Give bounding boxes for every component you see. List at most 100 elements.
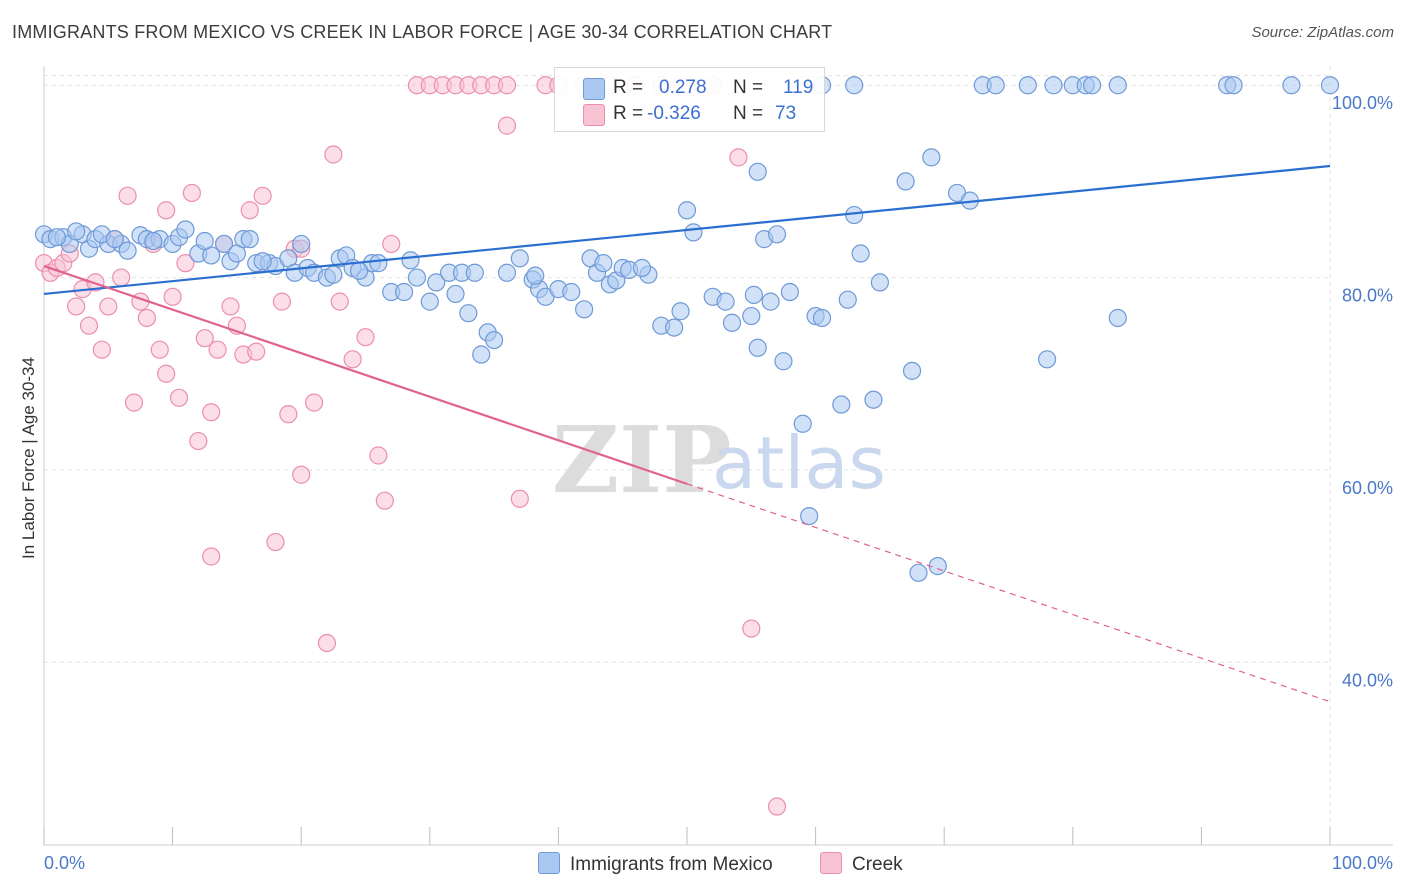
mexico-point [324,265,343,284]
creek-point [157,201,176,220]
mexico-point [909,563,928,582]
mexico-point [510,249,529,268]
x-tick-label: 0.0% [44,853,85,873]
mexico-point [1044,76,1063,95]
mexico-point [1224,76,1243,95]
x-tick-labels: 0.0% 100.0% [44,853,1393,873]
bottom-legend-swatch-mexico [538,852,560,874]
mexico-point [744,285,763,304]
mexico-point [761,292,780,311]
mexico-point [851,244,870,263]
mexico-point [427,273,446,292]
axes [43,66,1393,846]
chart-title: IMMIGRANTS FROM MEXICO VS CREEK IN LABOR… [12,22,833,42]
creek-point [330,292,349,311]
creek-point [279,405,298,424]
mexico-point [870,273,890,292]
creek-point [137,308,156,328]
creek-point [247,342,266,361]
creek-point [253,186,272,205]
mexico-point [118,241,137,260]
mexico-point [684,223,703,242]
mexico-point [472,345,491,364]
mexico-point [195,231,214,251]
creek-point [202,547,221,566]
mexico-point [632,258,652,278]
mexico-point [420,292,439,311]
mexico-point [922,148,941,167]
mexico-point [1320,76,1340,95]
mexico-point [896,172,915,191]
mexico-point [671,302,690,321]
legend-swatch-creek [583,104,605,126]
mexico-point [665,318,684,337]
creek-point [292,465,311,484]
bottom-legend-creek: Creek [820,852,903,876]
mexico-point [722,313,742,332]
mexico-point [845,205,864,225]
mexico-point [800,506,819,526]
y-tick-label: 80.0% [1342,286,1393,306]
mexico-point [716,292,735,311]
mexico-point [1108,308,1127,328]
creek-point [356,328,375,347]
legend-n-label: N = [733,77,764,98]
mexico-point [748,338,767,357]
x-tick-label: 100.0% [1332,853,1393,873]
mexico-point [1037,350,1057,369]
mexico-point [793,414,812,433]
mexico-points [34,76,1340,582]
creek-point [118,186,137,205]
watermark-zip: ZIP [552,406,731,514]
creek-point [767,797,787,816]
mexico-point [526,266,545,285]
creek-point [202,403,221,422]
creek-trend-line [43,264,688,485]
creek-point [221,297,240,316]
mexico-point [401,251,420,270]
mexico-point [677,201,697,220]
creek-point [112,268,131,287]
creek-point [150,340,169,359]
legend-n-value: 119 [783,77,814,98]
mexico-point [767,225,787,244]
creek-point [317,633,337,653]
creek-point [497,116,517,135]
mexico-point [838,290,857,309]
mexico-point [47,228,66,247]
creek-trend-extrapolation [686,483,1331,703]
mexico-point [845,76,864,95]
creek-point [176,254,195,273]
mexico-point [144,231,163,251]
creek-point [189,431,208,451]
creek-point [497,76,517,95]
correlation-legend: R = 0.278 N = 119 R = -0.326 N = 73 [554,67,825,132]
creek-point [304,393,324,412]
creek-point [195,329,214,348]
y-tick-label: 40.0% [1342,670,1393,690]
creek-point [163,287,182,306]
mexico-point [292,234,311,254]
legend-swatch-mexico [583,78,605,100]
y-tick-label: 100.0% [1332,93,1393,113]
legend-n-value: 73 [775,103,797,124]
bottom-legend-label-mexico: Immigrants from Mexico [570,854,773,875]
creek-point [79,316,99,335]
mexico-point [446,284,465,304]
creek-point [67,297,86,316]
mexico-point [1018,76,1037,95]
mexico-point [864,390,883,409]
mexico-point [349,261,369,280]
creek-point [510,489,529,508]
y-tick-label: 60.0% [1342,478,1393,498]
bottom-legend-mexico: Immigrants from Mexico [538,852,773,876]
legend-r-label: R = [613,103,644,124]
mexico-point [1282,76,1301,95]
creek-point [272,292,292,311]
watermark-atlas: atlas [712,421,886,505]
mexico-trend-line [43,164,1331,296]
mexico-point [748,162,767,181]
mexico-point [780,282,799,302]
source-credit: Source: ZipAtlas.com [1251,24,1394,41]
mexico-point [832,395,851,414]
